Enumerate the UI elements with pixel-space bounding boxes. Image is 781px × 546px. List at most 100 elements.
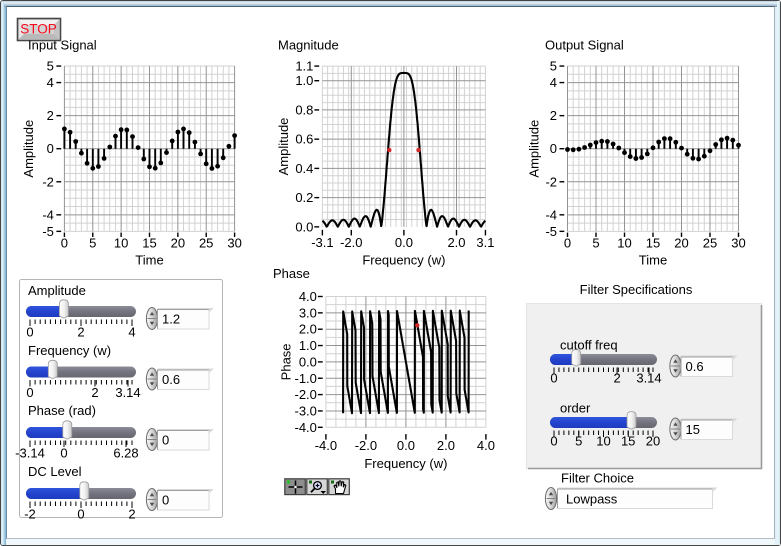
svg-text:Frequency (w): Frequency (w): [364, 456, 447, 471]
svg-text:2.0: 2.0: [447, 235, 465, 250]
svg-text:1.1: 1.1: [295, 59, 313, 74]
svg-text:15: 15: [142, 235, 156, 250]
svg-text:0.2: 0.2: [295, 190, 313, 205]
svg-text:5: 5: [592, 235, 599, 250]
svg-text:-3.0: -3.0: [294, 403, 316, 418]
svg-text:0.6: 0.6: [162, 372, 180, 387]
svg-text:-4.0: -4.0: [315, 438, 337, 453]
svg-text:0: 0: [162, 493, 169, 508]
svg-text:order: order: [560, 401, 591, 416]
svg-text:Amplitude: Amplitude: [527, 120, 542, 178]
svg-text:4: 4: [550, 75, 557, 90]
svg-text:-3.1: -3.1: [311, 235, 333, 250]
svg-text:2: 2: [550, 108, 557, 123]
svg-text:10: 10: [114, 235, 128, 250]
svg-text:-2.0: -2.0: [355, 438, 377, 453]
svg-text:4: 4: [128, 325, 135, 340]
svg-text:0.0: 0.0: [395, 235, 413, 250]
svg-text:20: 20: [646, 434, 660, 449]
svg-text:15: 15: [686, 422, 700, 437]
svg-text:25: 25: [199, 235, 213, 250]
svg-text:-5: -5: [42, 224, 54, 239]
svg-text:0: 0: [26, 325, 33, 340]
svg-text:20: 20: [674, 235, 688, 250]
svg-text:Magnitude: Magnitude: [278, 38, 339, 53]
svg-text:15: 15: [646, 235, 660, 250]
svg-text:2: 2: [77, 325, 84, 340]
svg-text:0: 0: [550, 371, 557, 386]
svg-text:Amplitude: Amplitude: [276, 118, 291, 176]
svg-text:4.0: 4.0: [477, 438, 495, 453]
svg-text:0.0: 0.0: [397, 438, 415, 453]
svg-text:Time: Time: [639, 252, 667, 267]
svg-text:cutoff freq: cutoff freq: [560, 338, 618, 353]
svg-text:25: 25: [703, 235, 717, 250]
svg-text:1.2: 1.2: [162, 312, 180, 327]
svg-text:0: 0: [162, 433, 169, 448]
svg-text:0.8: 0.8: [295, 102, 313, 117]
svg-text:Frequency (w): Frequency (w): [28, 343, 111, 358]
svg-text:1.0: 1.0: [299, 338, 317, 353]
svg-text:0: 0: [550, 141, 557, 156]
svg-text:-2: -2: [545, 174, 557, 189]
svg-text:0.0: 0.0: [295, 219, 313, 234]
svg-text:0: 0: [77, 507, 84, 522]
svg-text:Output Signal: Output Signal: [545, 38, 624, 53]
svg-text:15: 15: [621, 434, 635, 449]
svg-text:3.0: 3.0: [299, 305, 317, 320]
svg-text:2: 2: [613, 371, 620, 386]
svg-text:DC Level: DC Level: [28, 464, 82, 479]
svg-text:Amplitude: Amplitude: [21, 120, 36, 178]
svg-text:3.1: 3.1: [476, 235, 494, 250]
svg-text:-1.0: -1.0: [294, 371, 316, 386]
svg-text:10: 10: [617, 235, 631, 250]
svg-text:4: 4: [47, 75, 54, 90]
svg-text:0: 0: [60, 446, 67, 461]
svg-text:Phase: Phase: [279, 343, 294, 380]
svg-text:-3.14: -3.14: [15, 446, 45, 461]
svg-text:STOP: STOP: [20, 22, 57, 37]
svg-text:2: 2: [47, 108, 54, 123]
svg-text:5: 5: [575, 434, 582, 449]
svg-text:-2.0: -2.0: [294, 387, 316, 402]
svg-text:0.4: 0.4: [295, 161, 313, 176]
svg-text:-4.0: -4.0: [294, 420, 316, 435]
svg-text:0: 0: [47, 141, 54, 156]
svg-text:0.0: 0.0: [299, 354, 317, 369]
svg-text:1.0: 1.0: [295, 73, 313, 88]
svg-text:0: 0: [564, 235, 571, 250]
svg-text:0.6: 0.6: [686, 359, 704, 374]
svg-text:20: 20: [171, 235, 185, 250]
svg-text:2: 2: [91, 385, 98, 400]
svg-text:0.6: 0.6: [295, 132, 313, 147]
svg-text:5: 5: [89, 235, 96, 250]
svg-text:30: 30: [731, 235, 745, 250]
svg-text:3.14: 3.14: [636, 371, 661, 386]
svg-text:5: 5: [550, 59, 557, 74]
svg-text:0: 0: [550, 434, 557, 449]
svg-text:-2: -2: [24, 507, 36, 522]
svg-text:3.14: 3.14: [115, 385, 140, 400]
svg-text:5: 5: [47, 59, 54, 74]
svg-text:Phase (rad): Phase (rad): [28, 403, 96, 418]
svg-text:-4: -4: [545, 207, 557, 222]
svg-text:0: 0: [61, 235, 68, 250]
svg-text:Frequency (w): Frequency (w): [362, 252, 445, 267]
svg-text:-5: -5: [545, 224, 557, 239]
svg-text:Lowpass: Lowpass: [566, 492, 618, 507]
svg-text:Amplitude: Amplitude: [28, 283, 86, 298]
svg-text:Phase: Phase: [273, 266, 310, 281]
svg-text:6.28: 6.28: [113, 446, 138, 461]
svg-text:Time: Time: [135, 252, 163, 267]
svg-text:2.0: 2.0: [437, 438, 455, 453]
svg-text:2: 2: [128, 507, 135, 522]
svg-text:Filter Choice: Filter Choice: [561, 471, 634, 486]
svg-text:Filter Specifications: Filter Specifications: [580, 282, 693, 297]
svg-text:0: 0: [26, 385, 33, 400]
svg-text:-2.0: -2.0: [340, 235, 362, 250]
svg-text:Input Signal: Input Signal: [28, 38, 97, 53]
svg-text:2.0: 2.0: [299, 322, 317, 337]
svg-text:-2: -2: [42, 174, 54, 189]
svg-text:30: 30: [227, 235, 241, 250]
svg-text:-4: -4: [42, 207, 54, 222]
